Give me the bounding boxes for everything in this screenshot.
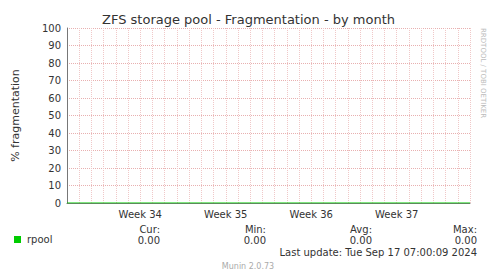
svg-text:Max:: Max: [453,224,477,235]
svg-text:100: 100 [42,23,61,34]
svg-text:30: 30 [48,145,61,156]
svg-text:% fragmentation: % fragmentation [9,69,22,162]
svg-text:70: 70 [48,75,61,86]
svg-text:Week 35: Week 35 [204,209,247,220]
svg-text:60: 60 [48,93,61,104]
svg-text:Min:: Min: [245,224,266,235]
svg-text:0: 0 [55,198,61,209]
svg-text:50: 50 [48,110,61,121]
svg-text:40: 40 [48,128,61,139]
svg-text:Last update: Tue Sep 17 07:00:: Last update: Tue Sep 17 07:00:09 2024 [279,247,477,258]
svg-text:Week 34: Week 34 [119,209,162,220]
svg-text:80: 80 [48,58,61,69]
svg-text:20: 20 [48,163,61,174]
svg-text:0.00: 0.00 [244,235,266,246]
svg-text:0.00: 0.00 [455,235,477,246]
svg-text:0.00: 0.00 [350,235,372,246]
svg-text:Cur:: Cur: [139,224,160,235]
svg-text:Munin 2.0.73: Munin 2.0.73 [222,262,274,271]
svg-text:Avg:: Avg: [350,224,372,235]
svg-text:RRDTOOL / TOBI OETIKER: RRDTOOL / TOBI OETIKER [479,28,487,118]
svg-text:10: 10 [48,180,61,191]
svg-text:ZFS storage pool - Fragmentati: ZFS storage pool - Fragmentation - by mo… [102,12,395,27]
svg-text:Week 36: Week 36 [290,209,333,220]
svg-text:0.00: 0.00 [138,235,160,246]
svg-text:rpool: rpool [27,234,52,245]
svg-text:Week 37: Week 37 [375,209,418,220]
svg-text:90: 90 [48,40,61,51]
